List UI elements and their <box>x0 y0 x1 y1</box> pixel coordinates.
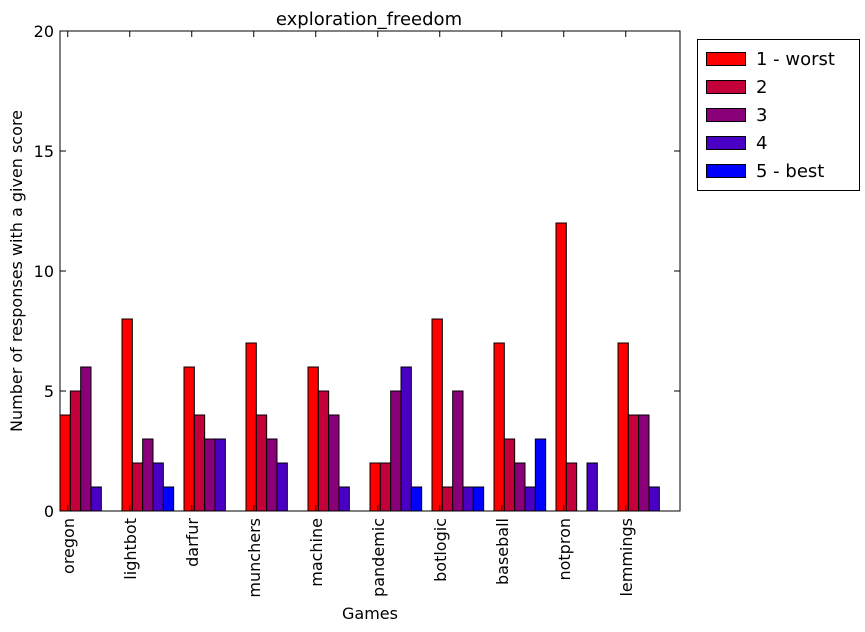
y-tick-label: 0 <box>44 502 54 521</box>
bar-oregon-series-2 <box>69 390 82 512</box>
legend-item: 4 <box>706 132 767 154</box>
bar-botlogic-series-1 <box>431 318 443 512</box>
legend-swatch <box>706 52 746 66</box>
bar-pandemic-series-5 <box>410 486 423 512</box>
legend-label: 1 - worst <box>756 48 835 70</box>
y-tick-label: 10 <box>34 262 54 281</box>
bar-lightbot-series-3 <box>142 438 154 512</box>
chart-title: exploration_freedom <box>276 9 462 30</box>
bar-darfur-series-3 <box>204 438 216 512</box>
x-tick-label-notpron: notpron <box>555 518 574 581</box>
y-axis-label: Number of responses with a given score <box>7 110 26 432</box>
bar-pandemic-series-3 <box>390 390 402 512</box>
x-tick-label-pandemic: pandemic <box>369 518 388 597</box>
bar-lightbot-series-4 <box>152 462 164 512</box>
bar-notpron-series-4 <box>586 462 598 512</box>
legend-item: 5 - best <box>706 160 824 182</box>
x-tick-label-lightbot: lightbot <box>121 518 140 580</box>
bar-oregon-series-3 <box>80 366 92 512</box>
legend-swatch <box>706 80 746 94</box>
bar-baseball-series-4 <box>524 486 536 512</box>
bar-darfur-series-1 <box>183 366 195 512</box>
x-tick-label-machine: machine <box>307 518 326 587</box>
bar-baseball-series-5 <box>534 438 547 512</box>
x-tick-label-darfur: darfur <box>183 518 202 567</box>
legend-item: 2 <box>706 76 767 98</box>
bar-machine-series-3 <box>328 414 340 512</box>
legend-item: 1 - worst <box>706 48 835 70</box>
legend-label: 4 <box>756 132 768 154</box>
bar-pandemic-series-2 <box>379 462 392 512</box>
bar-notpron-series-2 <box>565 462 578 512</box>
bar-pandemic-series-4 <box>400 366 412 512</box>
bar-machine-series-4 <box>338 486 350 512</box>
bar-oregon-series-1 <box>59 414 71 512</box>
bar-lemmings-series-3 <box>638 414 650 512</box>
bar-botlogic-series-4 <box>462 486 474 512</box>
y-axis: 0 5 10 15 20 <box>34 22 680 521</box>
bar-machine-series-1 <box>307 366 319 512</box>
bar-lightbot-series-2 <box>131 462 144 512</box>
x-axis-label: Games <box>342 604 398 623</box>
legend-label: 2 <box>756 76 768 98</box>
bars <box>59 222 660 512</box>
x-tick-label-botlogic: botlogic <box>431 518 450 582</box>
x-tick-label-oregon: oregon <box>59 518 78 574</box>
y-tick-label: 15 <box>34 142 54 161</box>
x-tick-label-munchers: munchers <box>245 518 264 598</box>
legend: 1 - worst 2 3 4 5 - best <box>697 39 860 191</box>
y-tick-label: 20 <box>34 22 54 41</box>
bar-baseball-series-3 <box>514 462 526 512</box>
bar-machine-series-2 <box>317 390 330 512</box>
legend-swatch <box>706 108 746 122</box>
legend-label: 3 <box>756 104 768 126</box>
bar-lemmings-series-4 <box>648 486 660 512</box>
bar-botlogic-series-3 <box>452 390 464 512</box>
legend-item: 3 <box>706 104 767 126</box>
bar-botlogic-series-5 <box>472 486 485 512</box>
x-tick-label-lemmings: lemmings <box>617 518 636 597</box>
bar-baseball-series-1 <box>493 342 505 512</box>
bar-lemmings-series-2 <box>627 414 640 512</box>
bar-lightbot-series-1 <box>121 318 133 512</box>
legend-label: 5 - best <box>756 160 825 182</box>
bar-munchers-series-4 <box>276 462 288 512</box>
bar-botlogic-series-2 <box>441 486 454 512</box>
bar-munchers-series-1 <box>245 342 257 512</box>
bar-baseball-series-2 <box>503 438 516 512</box>
bar-notpron-series-1 <box>555 222 567 512</box>
y-tick-label: 5 <box>44 382 54 401</box>
bar-munchers-series-3 <box>266 438 278 512</box>
bar-lemmings-series-1 <box>617 342 629 512</box>
bar-darfur-series-2 <box>193 414 206 512</box>
legend-swatch <box>706 136 746 150</box>
bar-oregon-series-4 <box>90 486 102 512</box>
bar-lightbot-series-5 <box>162 486 175 512</box>
bar-pandemic-series-1 <box>369 462 381 512</box>
legend-swatch <box>706 164 746 178</box>
bar-munchers-series-2 <box>255 414 268 512</box>
bar-darfur-series-4 <box>214 438 226 512</box>
x-axis: oregon lightbot darfur munchers machine pande… <box>59 31 636 598</box>
x-tick-label-baseball: baseball <box>493 518 512 585</box>
